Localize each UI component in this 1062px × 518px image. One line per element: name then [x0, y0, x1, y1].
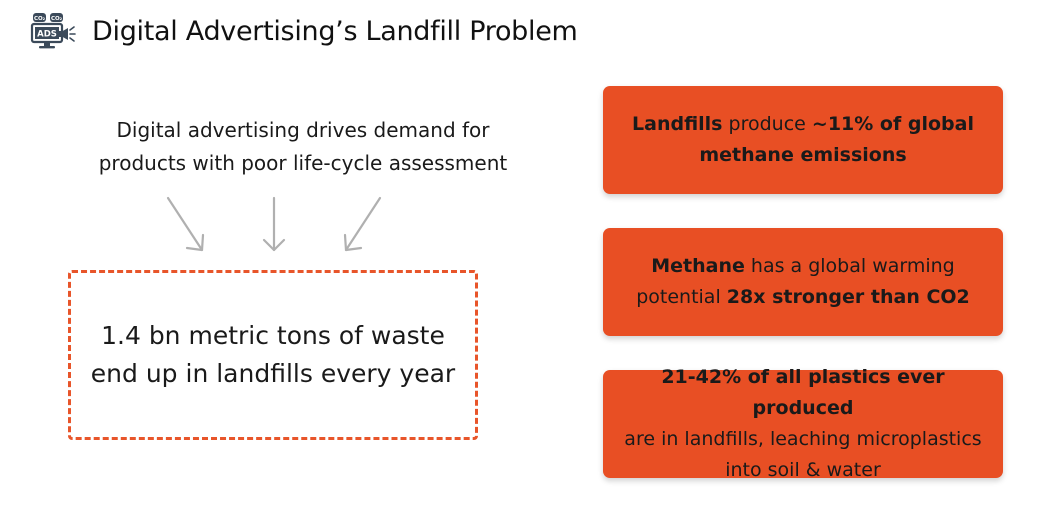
- waste-box: 1.4 bn metric tons of waste end up in la…: [68, 270, 478, 440]
- arrow-center-icon: [262, 196, 286, 252]
- fact-2-text-c: potential: [636, 286, 727, 308]
- driver-line-1: Digital advertising drives demand for: [116, 118, 490, 142]
- fact-2-bold-d: 28x stronger than CO2: [726, 286, 970, 308]
- arrow-left-icon: [166, 196, 205, 252]
- ads-label: ADS: [37, 30, 57, 40]
- arrow-right-icon: [343, 196, 382, 252]
- fact-1-text-b: produce: [722, 113, 812, 135]
- co2-badge-right: CO₂: [51, 16, 63, 22]
- fact-3-bold-a: 21-42% of all plastics ever produced: [661, 366, 945, 419]
- co2-badge-left: CO₂: [34, 16, 46, 22]
- arrows-graphic: [166, 196, 382, 252]
- waste-line-2: end up in landfills every year: [90, 359, 456, 388]
- fact-card-plastics: 21-42% of all plastics ever produced are…: [603, 366, 1003, 481]
- fact-3-text-b: are in landfills, leaching microplastics: [624, 428, 982, 450]
- fact-2-text-b: has a global warming: [744, 255, 955, 277]
- fact-2-bold-a: Methane: [651, 255, 745, 277]
- page-title: Digital Advertising’s Landfill Problem: [92, 15, 578, 47]
- driver-line-2: products with poor life-cycle assessment: [98, 151, 508, 175]
- fact-card-methane-share: Landfills produce ~11% of global methane…: [603, 86, 1003, 194]
- fact-3-text-c: into soil & water: [725, 459, 881, 481]
- fact-1-bold-d: methane emissions: [699, 144, 907, 166]
- ads-co2-icon: ADS CO₂ CO₂: [30, 13, 76, 49]
- fact-card-methane-potency: Methane has a global warming potential 2…: [603, 228, 1003, 336]
- driver-text: Digital advertising drives demand for pr…: [60, 114, 546, 180]
- fact-1-bold-a: Landfills: [632, 113, 723, 135]
- fact-1-bold-c: ~11% of global: [811, 113, 974, 135]
- waste-line-1: 1.4 bn metric tons of waste: [101, 321, 445, 350]
- header: ADS CO₂ CO₂ Digital Advertising’s Landfi…: [28, 8, 578, 54]
